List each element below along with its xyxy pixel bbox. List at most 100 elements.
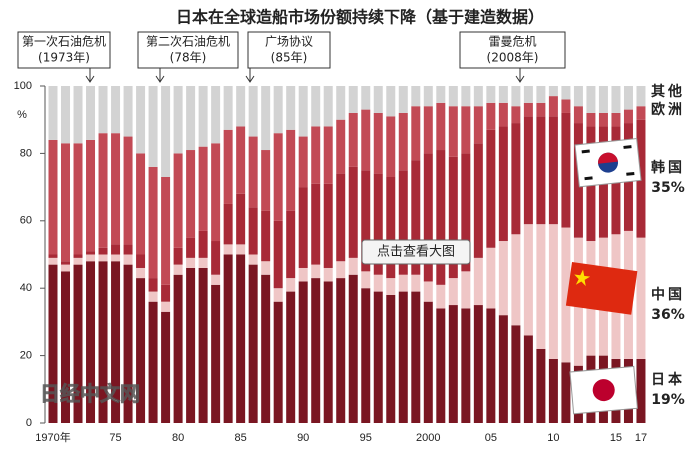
bar-segment [461, 86, 471, 107]
bar-segment [323, 267, 333, 282]
bar-segment [473, 143, 483, 258]
bar-segment [73, 143, 83, 255]
bar-segment [186, 267, 196, 423]
bar-segment [61, 271, 71, 423]
button[interactable]: 点击查看大图 [377, 244, 455, 260]
bar-segment [286, 129, 296, 211]
bar-segment [486, 308, 496, 423]
x-tick-label: 75 [109, 432, 121, 444]
chart-title: 日本在全球造船市场份额持续下降（基于建造数据） [176, 8, 544, 27]
bar-segment [373, 112, 383, 174]
bar-segment [536, 348, 546, 423]
bar-segment [411, 274, 421, 292]
bar-segment [561, 86, 571, 100]
bar-segment [511, 106, 521, 124]
x-tick-label: 80 [172, 432, 184, 444]
bar-segment [161, 301, 171, 312]
bar-segment [123, 264, 133, 423]
bar-segment [448, 156, 458, 279]
bar-segment [86, 86, 96, 140]
bar-segment [348, 112, 358, 167]
bar-segment [236, 193, 246, 245]
bar-segment [223, 86, 233, 130]
bar-segment [161, 284, 171, 302]
bar-segment [461, 271, 471, 309]
bar-segment [86, 261, 96, 423]
bar-segment [386, 294, 396, 423]
bar-segment [98, 261, 108, 423]
bar-segment [536, 224, 546, 349]
x-tick-label: 2000 [416, 432, 440, 444]
bar-segment [73, 254, 83, 258]
bar-segment [386, 278, 396, 295]
bar-segment [311, 183, 321, 265]
flags [565, 137, 642, 415]
bar-segment [211, 274, 221, 285]
bar-segment [286, 86, 296, 130]
bar-segment [86, 139, 96, 252]
bar-segment [173, 274, 183, 423]
bar-segment [498, 315, 508, 423]
annotation-arrow [85, 68, 95, 83]
x-tick-label: 05 [485, 432, 497, 444]
bar-segment [511, 123, 521, 235]
bar-segment [573, 106, 583, 124]
bar-segment [398, 86, 408, 113]
bar-segment [336, 86, 346, 120]
bar-segment [348, 274, 358, 423]
bar-segment [236, 244, 246, 255]
bar-segment [248, 136, 258, 208]
bar-segment [461, 153, 471, 272]
bar-segment [523, 116, 533, 225]
bar-segment [386, 116, 396, 177]
bar-segment [598, 86, 608, 113]
bar-segment [373, 274, 383, 292]
bar-segment [611, 112, 621, 127]
flag-china [565, 262, 638, 315]
bar-segment [61, 261, 71, 265]
y-unit: % [17, 109, 27, 121]
bar-segment [323, 126, 333, 184]
bar-segment [286, 210, 296, 279]
bar-segment [486, 247, 496, 309]
bar-segment [273, 133, 283, 221]
annotation-text: 广场协议 [265, 34, 313, 49]
bar-segment [348, 166, 358, 258]
legend-label: 其他 [651, 83, 685, 100]
bar-segment [73, 86, 83, 144]
bar-segment [361, 109, 371, 171]
bar-segment [611, 86, 621, 113]
bar-segment [473, 106, 483, 144]
bar-segment [523, 102, 533, 117]
bar-segment [336, 173, 346, 262]
bar-segment [323, 86, 333, 127]
bar-segment [298, 187, 308, 268]
bar-segment [248, 207, 258, 255]
bar-segment [86, 254, 96, 262]
button-bg[interactable] [361, 239, 471, 265]
x-tick-label: 95 [360, 432, 372, 444]
bar-segment [411, 291, 421, 423]
bar-segment [311, 278, 321, 423]
bar-segment [486, 86, 496, 103]
bar-segment [548, 358, 558, 423]
bar-segment [261, 86, 271, 151]
bar-segment [411, 106, 421, 161]
x-tick-label: 10 [547, 432, 559, 444]
bar-segment [361, 271, 371, 289]
bar-segment [123, 254, 133, 265]
bar-segment [423, 281, 433, 302]
bar-segment [411, 160, 421, 275]
bar-segment [336, 119, 346, 174]
bar-segment [48, 139, 58, 255]
legend-label: 日本 [651, 371, 685, 388]
bar-segment [423, 153, 433, 282]
bar-segment [248, 254, 258, 265]
bar-segment [236, 254, 246, 423]
bar-segment [436, 86, 446, 103]
bar-segment [561, 112, 571, 228]
bar-segment [98, 133, 108, 248]
y-tick-label: 40 [20, 282, 32, 294]
bar-segment [273, 288, 283, 302]
bar-segment [623, 86, 633, 110]
